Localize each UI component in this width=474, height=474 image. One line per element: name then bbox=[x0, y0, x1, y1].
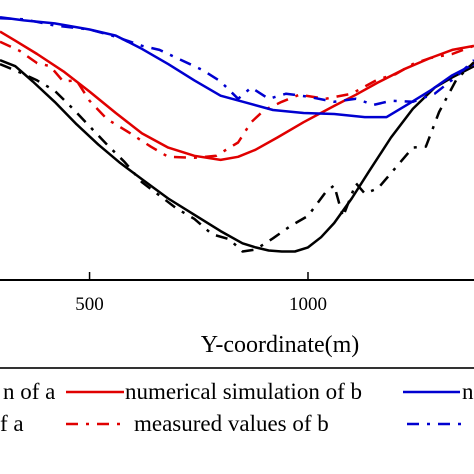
legend: n of a numerical simulation of b n f a m… bbox=[0, 367, 474, 436]
legend-label-row1-a: n of a bbox=[3, 379, 55, 404]
x-tick-label: 500 bbox=[75, 294, 104, 315]
x-axis-label: Y-coordinate(m) bbox=[201, 332, 360, 358]
legend-box bbox=[0, 367, 474, 369]
legend-label-row2-b: measured values of b bbox=[134, 411, 329, 436]
series-line-1 bbox=[0, 58, 474, 253]
series-line-5 bbox=[0, 17, 474, 107]
series-line-4 bbox=[0, 16, 474, 119]
legend-label-row2-a: f a bbox=[0, 411, 24, 436]
legend-label-row1-c: n bbox=[462, 379, 474, 404]
series-line-2 bbox=[0, 30, 474, 162]
legend-label-row1-b: numerical simulation of b bbox=[125, 379, 362, 404]
series-layer bbox=[0, 16, 474, 253]
x-tick-label: 1000 bbox=[289, 294, 327, 315]
x-axis-ticks: 500 1000 bbox=[75, 272, 327, 315]
